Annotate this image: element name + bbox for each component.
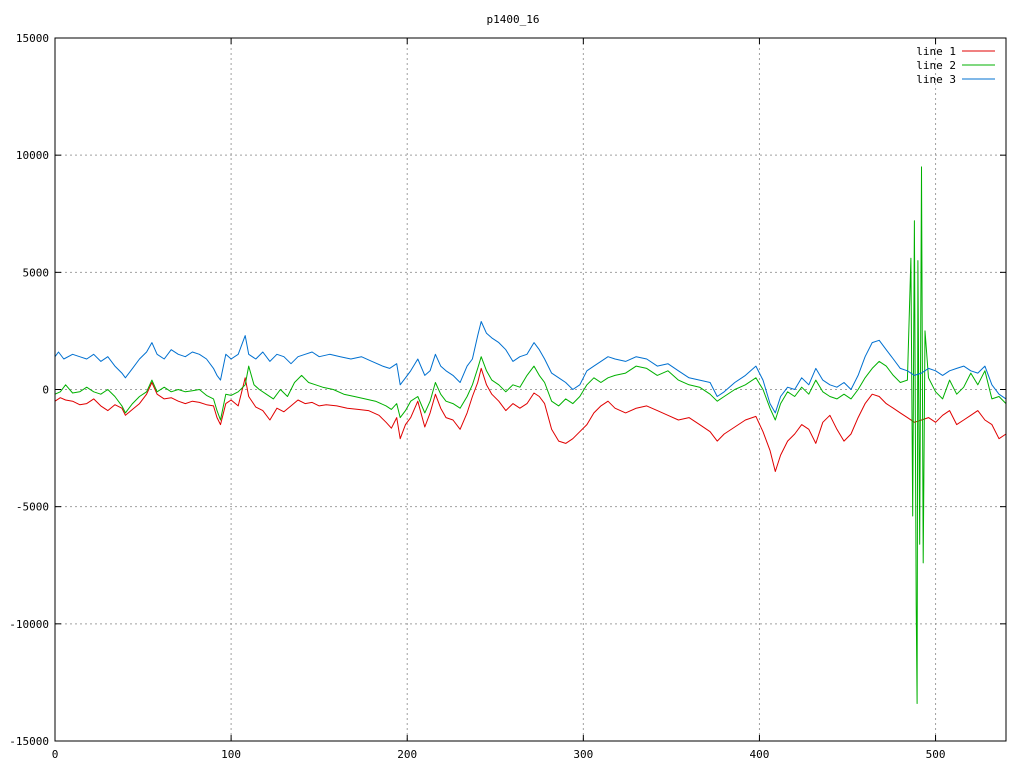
x-tick-label: 0 bbox=[52, 748, 59, 761]
x-tick-label: 100 bbox=[221, 748, 241, 761]
y-tick-label: 5000 bbox=[23, 266, 50, 279]
y-tick-label: 0 bbox=[42, 384, 49, 397]
series-line-3 bbox=[54, 321, 1007, 414]
x-tick-label: 400 bbox=[750, 748, 770, 761]
y-tick-label: -10000 bbox=[9, 618, 49, 631]
x-tick-label: 500 bbox=[926, 748, 946, 761]
series-layer bbox=[54, 166, 1007, 704]
grid bbox=[55, 38, 1006, 741]
y-tick-label: -5000 bbox=[16, 501, 49, 514]
chart-title: p1400_16 bbox=[487, 13, 540, 26]
legend-label-1: line 1 bbox=[916, 45, 956, 58]
x-tick-label: 300 bbox=[573, 748, 593, 761]
legend-label-2: line 2 bbox=[916, 59, 956, 72]
series-line-1 bbox=[54, 367, 1007, 472]
series-line-2 bbox=[54, 166, 1007, 704]
y-tick-label: 15000 bbox=[16, 32, 49, 45]
x-tick-label: 200 bbox=[397, 748, 417, 761]
y-tick-label: -15000 bbox=[9, 735, 49, 748]
axis-ticks: 0 100 200 300 400 500 -15000 -10000 -5000 0 5000 10… bbox=[9, 32, 1006, 761]
legend-label-3: line 3 bbox=[916, 73, 956, 86]
y-tick-label: 10000 bbox=[16, 149, 49, 162]
